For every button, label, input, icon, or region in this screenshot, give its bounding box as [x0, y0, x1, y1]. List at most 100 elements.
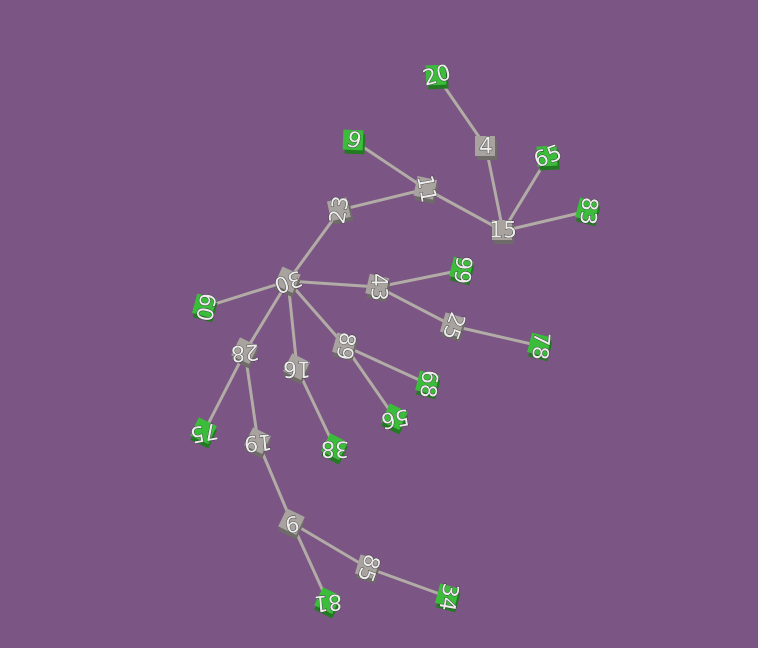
node-n99[interactable]: 99	[448, 255, 476, 286]
node-cube	[527, 332, 552, 357]
node-label: 34	[433, 581, 462, 613]
node-n4[interactable]: 4	[475, 134, 497, 161]
node-label: 11	[411, 173, 440, 205]
node-cube	[192, 293, 217, 319]
node-label: 9	[344, 127, 364, 155]
graph-nodes: 20 4 9 65 11 83 23 15 30 99 43 60 25 78 28 89 16 68 75 56 19…	[188, 60, 602, 619]
node-label: 15	[489, 219, 517, 244]
node-label: 89	[330, 330, 359, 362]
node-label: 85	[351, 551, 384, 586]
node-n75[interactable]: 75	[188, 417, 220, 449]
node-n9a[interactable]: 9	[342, 127, 366, 155]
edge-n43-n25	[376, 285, 455, 328]
node-n19[interactable]: 19	[243, 427, 273, 459]
node-label: 9	[283, 509, 301, 536]
edge-n9b-n85	[290, 521, 370, 570]
node-n34[interactable]: 34	[433, 581, 463, 614]
node-cube	[439, 312, 465, 338]
node-n65[interactable]: 65	[530, 140, 566, 174]
node-cube	[354, 554, 380, 580]
node-n83[interactable]: 83	[574, 196, 602, 227]
node-cube	[332, 332, 357, 358]
node-cube	[575, 197, 600, 222]
node-cube	[425, 64, 447, 86]
node-n30[interactable]: 30	[270, 264, 306, 298]
node-cube	[342, 129, 364, 151]
node-n20[interactable]: 20	[420, 60, 454, 92]
node-cube	[415, 370, 440, 395]
node-cube	[449, 256, 474, 281]
node-n68[interactable]: 68	[414, 369, 442, 400]
node-label: 65	[531, 140, 566, 173]
node-n15[interactable]: 15	[489, 218, 517, 245]
node-cube	[314, 587, 341, 615]
node-cube	[283, 353, 311, 381]
edge-n85-n34	[366, 566, 450, 599]
node-n56[interactable]: 56	[379, 403, 411, 435]
node-label: 23	[325, 194, 354, 226]
node-cube	[365, 273, 390, 298]
edge-n9b-n81	[290, 521, 330, 604]
node-label: 56	[379, 403, 411, 432]
node-label: 19	[243, 428, 273, 455]
node-label: 38	[321, 436, 349, 461]
edge-n23-n11	[338, 187, 428, 212]
node-cube	[278, 508, 305, 535]
node-n85[interactable]: 85	[351, 550, 385, 586]
node-cube	[435, 583, 460, 609]
edge-n83-n15	[501, 209, 590, 233]
node-cube	[381, 403, 408, 430]
edge-n30-n43	[286, 279, 380, 289]
edge-n30-n89	[286, 279, 347, 348]
node-label: 60	[190, 291, 219, 323]
node-cube	[321, 433, 349, 461]
node-label: 99	[448, 255, 475, 285]
edge-n30-n60	[203, 279, 290, 309]
node-n9b[interactable]: 9	[278, 508, 305, 540]
node-label: 81	[313, 588, 343, 615]
node-cube	[326, 197, 351, 222]
node-n11[interactable]: 11	[411, 173, 441, 206]
node-label: 4	[479, 135, 493, 160]
edge-n43-n99	[376, 268, 464, 289]
edge-n30-n28	[243, 279, 290, 354]
node-label: 68	[414, 369, 441, 399]
node-label: 20	[420, 60, 454, 91]
node-label: 25	[436, 309, 469, 344]
node-n78[interactable]: 78	[526, 331, 554, 362]
edge-n89-n56	[343, 344, 397, 420]
node-cube	[231, 337, 258, 365]
node-n60[interactable]: 60	[190, 291, 220, 324]
node-n81[interactable]: 81	[313, 587, 343, 619]
node-n38[interactable]: 38	[321, 433, 349, 465]
node-n16[interactable]: 16	[283, 353, 311, 385]
node-label: 75	[188, 417, 220, 446]
node-cube	[492, 220, 512, 240]
node-cube	[475, 136, 495, 156]
node-cube	[413, 175, 438, 200]
node-label: 16	[283, 356, 311, 381]
node-cube	[536, 145, 558, 167]
node-n25[interactable]: 25	[436, 308, 470, 344]
edge-n28-n75	[202, 350, 247, 434]
edge-n4-n15	[484, 145, 505, 233]
node-n89[interactable]: 89	[330, 330, 360, 363]
edge-n25-n78	[451, 324, 542, 348]
node-label: 28	[230, 338, 260, 365]
node-label: 83	[574, 196, 601, 226]
node-n28[interactable]: 28	[230, 337, 260, 369]
edge-n9a-n11	[352, 139, 428, 191]
node-n43[interactable]: 43	[365, 273, 391, 303]
node-label: 43	[366, 273, 391, 301]
edge-n89-n68	[343, 344, 430, 386]
node-cube	[190, 417, 217, 444]
node-n23[interactable]: 23	[325, 194, 355, 227]
node-label: 30	[271, 264, 306, 297]
edge-n16-n38	[295, 366, 337, 450]
edge-n11-n15	[424, 187, 505, 233]
edge-n30-n23	[286, 208, 342, 283]
node-cube	[274, 266, 301, 293]
node-cube	[244, 427, 271, 455]
